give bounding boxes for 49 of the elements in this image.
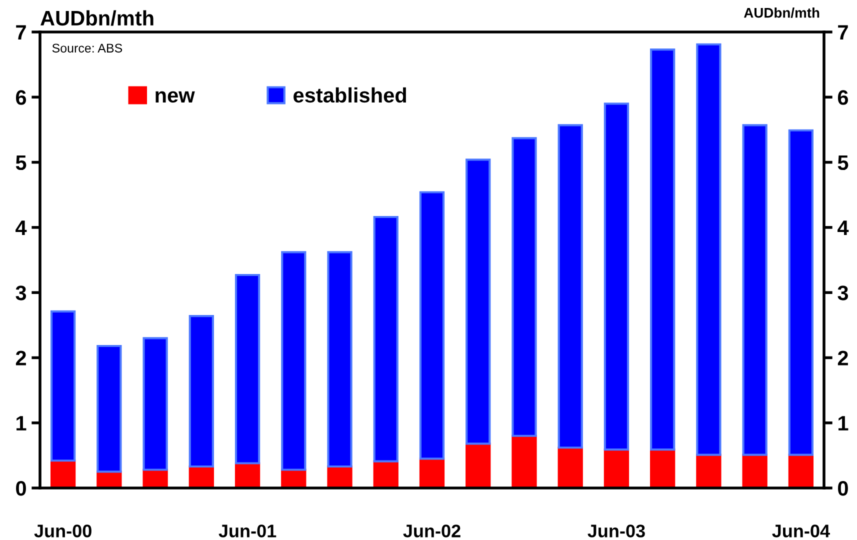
- y2-tick-label: 1: [838, 416, 848, 430]
- bar: [604, 102, 630, 451]
- bar: [650, 448, 676, 488]
- legend-label: established: [294, 87, 406, 103]
- bar: [281, 251, 306, 471]
- x-tick-label: Jun-03: [588, 524, 645, 538]
- bar: [696, 454, 722, 488]
- legend-label: new: [156, 91, 195, 103]
- x-tick-label: Jun-00: [34, 524, 92, 538]
- bar: [742, 124, 768, 456]
- x-tick-label: Jun-04: [772, 524, 830, 538]
- bar: [373, 216, 398, 462]
- y2-tick-label: 5: [838, 156, 848, 170]
- annotation: Source: ABS: [52, 44, 122, 53]
- y2-tick-label: 6: [838, 90, 848, 105]
- bar: [558, 124, 583, 449]
- y2-tick-label: 4: [838, 220, 849, 235]
- bar: [327, 251, 352, 468]
- bar: [234, 274, 260, 464]
- bar: [604, 448, 630, 488]
- y2-axis-title: AUDbn/mth: [744, 8, 820, 18]
- y2-tick-label: 7: [838, 25, 848, 40]
- bar: [466, 158, 491, 445]
- bar: [512, 434, 537, 488]
- bar: [96, 344, 122, 473]
- y2-tick-label: 0: [838, 481, 848, 496]
- y-tick-label: 0: [16, 481, 26, 496]
- y-tick-label: 3: [16, 286, 26, 300]
- bar: [142, 337, 168, 471]
- bar: [466, 442, 491, 488]
- y2-tick-label: 3: [838, 286, 848, 300]
- x-tick-label: Jun-02: [403, 524, 460, 538]
- bar: [558, 446, 583, 488]
- y-tick-label: 4: [16, 220, 27, 235]
- bar: [788, 129, 814, 456]
- bar: [419, 191, 445, 460]
- y-tick-label: 2: [16, 350, 26, 366]
- y-tick-label: 7: [16, 25, 26, 40]
- x-tick-label: Jun-01: [218, 524, 276, 538]
- bar: [696, 43, 722, 456]
- bar: [188, 314, 214, 468]
- y-tick-label: 5: [16, 156, 26, 170]
- y2-tick-label: 2: [838, 350, 848, 366]
- y-tick-label: 1: [16, 416, 26, 430]
- bar: [512, 137, 537, 437]
- y-tick-label: 6: [16, 90, 26, 105]
- bar: [50, 310, 76, 462]
- y-axis-title: AUDbn/mth: [40, 10, 154, 26]
- bar: [650, 48, 676, 451]
